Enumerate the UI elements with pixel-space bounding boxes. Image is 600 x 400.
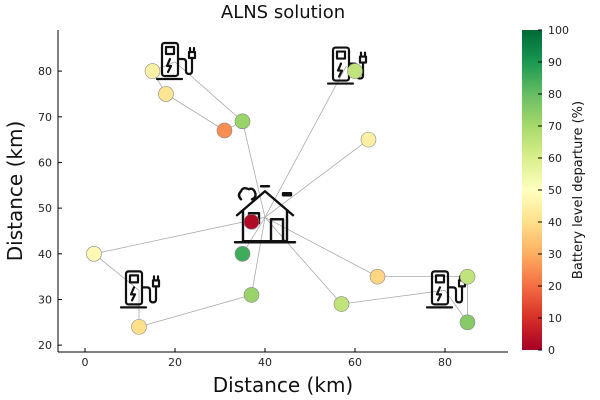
customer-point xyxy=(333,296,350,312)
route-line xyxy=(93,216,266,328)
y-tick-label: 80 xyxy=(38,65,52,78)
customer-point xyxy=(234,113,251,130)
house-door xyxy=(269,218,285,243)
route-lines xyxy=(93,61,468,328)
customer-point xyxy=(216,122,233,139)
charging-station-icon xyxy=(119,270,161,309)
station-cable xyxy=(176,56,194,76)
customer-point xyxy=(131,319,147,335)
customer-point xyxy=(243,214,260,230)
colorbar-tick-label: 0 xyxy=(548,344,555,357)
colorbar: 0 10 20 30 40 50 60 70 80 90 100 xyxy=(522,24,569,357)
y-tick-label: 30 xyxy=(38,293,52,306)
station-bolt xyxy=(165,57,173,74)
colorbar-title: Battery level departure (%) xyxy=(571,101,586,279)
y-tick-label: 60 xyxy=(38,156,52,169)
route-line xyxy=(151,61,266,218)
station-bolt xyxy=(435,286,443,302)
map-icons xyxy=(119,41,467,309)
station-plug xyxy=(358,55,368,64)
plot-axes: 0 20 40 60 80 20 30 40 50 60 70 80 xyxy=(38,30,508,369)
house-tree xyxy=(237,186,257,201)
colorbar-gradient xyxy=(522,30,542,350)
station-screen xyxy=(128,274,140,284)
x-axis-title: Distance (km) xyxy=(213,373,353,397)
station-plug xyxy=(187,50,197,60)
station-cable xyxy=(140,285,158,304)
station-cable xyxy=(446,285,464,304)
colorbar-tick-label: 60 xyxy=(548,152,562,165)
y-tick-label: 40 xyxy=(38,248,52,261)
customer-points xyxy=(86,63,476,335)
station-bolt xyxy=(336,62,344,78)
colorbar-tick-label: 90 xyxy=(548,56,562,69)
station-screen xyxy=(164,45,176,56)
x-tick-label: 80 xyxy=(438,356,452,369)
customer-point xyxy=(86,246,102,262)
route-line xyxy=(264,65,356,218)
chart-title: ALNS solution xyxy=(221,2,345,23)
customer-point xyxy=(459,268,476,285)
customer-point xyxy=(234,246,251,262)
x-tick-label: 40 xyxy=(258,356,272,369)
colorbar-tick-label: 70 xyxy=(548,120,562,133)
y-axis-title: Distance (km) xyxy=(3,121,27,261)
x-tick-label: 20 xyxy=(168,356,182,369)
charging-station-icon xyxy=(155,41,197,81)
house-icon xyxy=(233,185,297,244)
customer-point xyxy=(369,268,386,285)
station-bolt xyxy=(129,286,137,302)
route-line xyxy=(264,139,369,218)
house-chimney xyxy=(281,192,293,197)
x-tick-label: 0 xyxy=(82,356,89,369)
colorbar-tick-label: 50 xyxy=(548,184,562,197)
house-roof xyxy=(235,190,295,217)
customer-point xyxy=(360,131,377,148)
customer-point xyxy=(459,314,476,331)
y-tick-label: 50 xyxy=(38,202,52,215)
customer-point xyxy=(144,63,161,79)
colorbar-tick-label: 20 xyxy=(548,280,562,293)
x-tick-label: 60 xyxy=(348,356,362,369)
customer-point xyxy=(158,86,174,102)
customer-point xyxy=(347,63,363,79)
y-tick-label: 70 xyxy=(38,111,52,124)
station-screen xyxy=(434,274,446,284)
y-tick-label: 20 xyxy=(38,339,52,352)
charging-station-icon xyxy=(425,270,467,309)
customer-point xyxy=(243,287,260,303)
colorbar-tick-label: 10 xyxy=(548,312,562,325)
colorbar-tick-label: 80 xyxy=(548,88,562,101)
station-plug xyxy=(151,279,161,288)
colorbar-tick-label: 30 xyxy=(548,248,562,261)
colorbar-tick-label: 100 xyxy=(548,24,569,37)
colorbar-tick-label: 40 xyxy=(548,216,562,229)
station-screen xyxy=(335,50,347,60)
